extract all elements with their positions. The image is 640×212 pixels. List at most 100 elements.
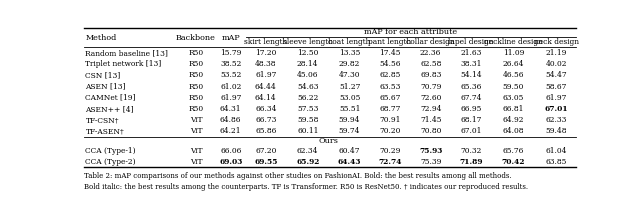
Text: 57.53: 57.53 — [297, 105, 318, 113]
Text: 47.30: 47.30 — [339, 71, 360, 80]
Text: 15.79: 15.79 — [220, 49, 241, 57]
Text: ViT: ViT — [189, 158, 202, 166]
Text: 66.34: 66.34 — [255, 105, 276, 113]
Text: Backbone: Backbone — [176, 34, 216, 42]
Text: neck design: neck design — [534, 38, 579, 46]
Text: 66.73: 66.73 — [255, 116, 276, 124]
Text: 38.52: 38.52 — [220, 60, 241, 68]
Text: sleeve length: sleeve length — [283, 38, 333, 46]
Text: 17.20: 17.20 — [255, 49, 276, 57]
Text: 13.35: 13.35 — [339, 49, 360, 57]
Text: 69.03: 69.03 — [219, 158, 243, 166]
Text: R50: R50 — [188, 60, 204, 68]
Text: 64.92: 64.92 — [503, 116, 524, 124]
Text: Method: Method — [86, 34, 116, 42]
Text: 11.09: 11.09 — [503, 49, 524, 57]
Text: 62.33: 62.33 — [545, 116, 567, 124]
Text: 64.31: 64.31 — [220, 105, 241, 113]
Text: R50: R50 — [188, 49, 204, 57]
Text: 48.38: 48.38 — [255, 60, 276, 68]
Text: 68.17: 68.17 — [460, 116, 481, 124]
Text: 63.53: 63.53 — [379, 83, 401, 91]
Text: CSN [13]: CSN [13] — [86, 71, 121, 80]
Text: 22.36: 22.36 — [420, 49, 442, 57]
Text: 45.06: 45.06 — [297, 71, 319, 80]
Text: R50: R50 — [188, 94, 204, 102]
Text: 70.32: 70.32 — [460, 147, 481, 155]
Text: 17.45: 17.45 — [379, 49, 401, 57]
Text: 62.34: 62.34 — [297, 147, 319, 155]
Text: 21.19: 21.19 — [545, 49, 567, 57]
Text: ASEN++ [4]: ASEN++ [4] — [86, 105, 134, 113]
Text: Table 2: mAP comparisons of our methods against other studies on FashionAI. Bold: Table 2: mAP comparisons of our methods … — [84, 172, 511, 180]
Text: 54.56: 54.56 — [379, 60, 401, 68]
Text: 67.74: 67.74 — [460, 94, 482, 102]
Text: 59.74: 59.74 — [339, 127, 360, 135]
Text: 65.92: 65.92 — [296, 158, 319, 166]
Text: 66.81: 66.81 — [503, 105, 524, 113]
Text: 70.20: 70.20 — [379, 127, 401, 135]
Text: 64.21: 64.21 — [220, 127, 241, 135]
Text: 28.14: 28.14 — [297, 60, 319, 68]
Text: 69.83: 69.83 — [420, 71, 442, 80]
Text: R50: R50 — [188, 71, 204, 80]
Text: 53.05: 53.05 — [339, 94, 360, 102]
Text: CCA (Type-1): CCA (Type-1) — [86, 147, 136, 155]
Text: ViT: ViT — [189, 116, 202, 124]
Text: 66.06: 66.06 — [220, 147, 241, 155]
Text: 21.63: 21.63 — [460, 49, 481, 57]
Text: 65.36: 65.36 — [460, 83, 481, 91]
Text: 65.67: 65.67 — [379, 94, 401, 102]
Text: 54.63: 54.63 — [297, 83, 319, 91]
Text: 26.64: 26.64 — [503, 60, 524, 68]
Text: skirt length: skirt length — [244, 38, 287, 46]
Text: 54.47: 54.47 — [545, 71, 567, 80]
Text: 64.14: 64.14 — [255, 94, 276, 102]
Text: 70.79: 70.79 — [420, 83, 442, 91]
Text: 70.29: 70.29 — [379, 147, 401, 155]
Text: 70.91: 70.91 — [379, 116, 401, 124]
Text: 69.55: 69.55 — [254, 158, 278, 166]
Text: pant length: pant length — [368, 38, 412, 46]
Text: R50: R50 — [188, 105, 204, 113]
Text: 65.86: 65.86 — [255, 127, 276, 135]
Text: 75.39: 75.39 — [420, 158, 442, 166]
Text: 51.27: 51.27 — [339, 83, 360, 91]
Text: lapel design: lapel design — [448, 38, 493, 46]
Text: ASEN [13]: ASEN [13] — [86, 83, 126, 91]
Text: 46.56: 46.56 — [503, 71, 524, 80]
Text: 59.48: 59.48 — [545, 127, 567, 135]
Text: CAMNet [19]: CAMNet [19] — [86, 94, 136, 102]
Text: 62.85: 62.85 — [379, 71, 401, 80]
Text: 59.94: 59.94 — [339, 116, 360, 124]
Text: 70.80: 70.80 — [420, 127, 442, 135]
Text: 61.97: 61.97 — [545, 94, 567, 102]
Text: collar design: collar design — [406, 38, 455, 46]
Text: 58.67: 58.67 — [545, 83, 567, 91]
Text: 66.95: 66.95 — [460, 105, 481, 113]
Text: 56.22: 56.22 — [297, 94, 318, 102]
Text: 75.93: 75.93 — [419, 147, 442, 155]
Text: 61.02: 61.02 — [220, 83, 241, 91]
Text: 62.58: 62.58 — [420, 60, 442, 68]
Text: Random baseline [13]: Random baseline [13] — [86, 49, 168, 57]
Text: Bold italic: the best results among the counterparts. TF is Transformer. R50 is : Bold italic: the best results among the … — [84, 183, 528, 191]
Text: 71.45: 71.45 — [420, 116, 442, 124]
Text: 67.01: 67.01 — [545, 105, 568, 113]
Text: 68.77: 68.77 — [379, 105, 401, 113]
Text: 40.02: 40.02 — [545, 60, 567, 68]
Text: 64.43: 64.43 — [338, 158, 362, 166]
Text: R50: R50 — [188, 83, 204, 91]
Text: 63.85: 63.85 — [545, 158, 567, 166]
Text: Ours: Ours — [318, 137, 338, 145]
Text: neckline design: neckline design — [484, 38, 543, 46]
Text: ViT: ViT — [189, 147, 202, 155]
Text: 12.50: 12.50 — [297, 49, 318, 57]
Text: 38.31: 38.31 — [460, 60, 481, 68]
Text: 64.08: 64.08 — [503, 127, 524, 135]
Text: 70.42: 70.42 — [502, 158, 525, 166]
Text: TF-CSN†: TF-CSN† — [86, 116, 119, 124]
Text: 65.76: 65.76 — [503, 147, 524, 155]
Text: CCA (Type-2): CCA (Type-2) — [86, 158, 136, 166]
Text: 72.74: 72.74 — [378, 158, 401, 166]
